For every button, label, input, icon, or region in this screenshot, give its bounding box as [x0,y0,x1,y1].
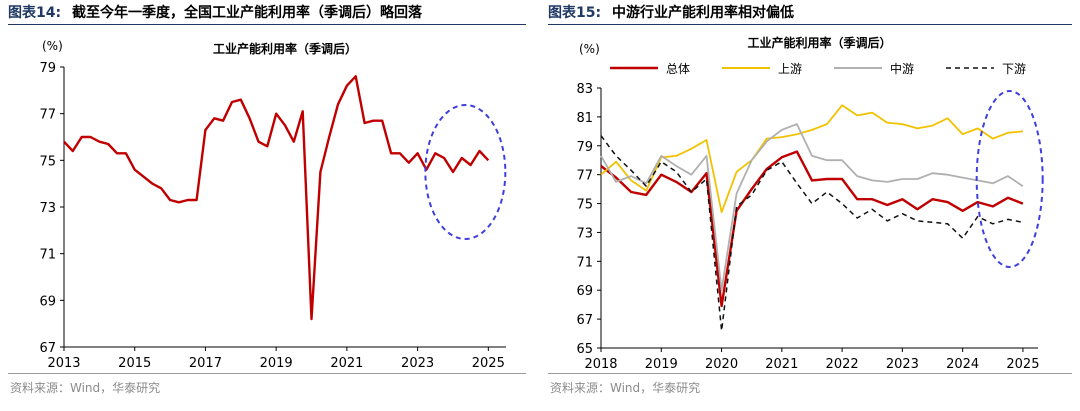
y-tick-label: 69 [576,284,593,299]
x-tick-label: 2013 [47,356,80,371]
highlight-ellipse [424,104,507,240]
y-tick-label: 69 [39,294,56,309]
figure-15-title: 图表15: 中游行业产能利用率相对偏低 [548,2,794,22]
series-line-upstream [600,104,1023,214]
legend-overall-label: 总体 [666,62,690,76]
x-tick-label: 2019 [260,356,293,371]
figure-14-label: 图表14: [8,5,62,21]
y-tick-label: 79 [39,61,56,76]
y-tick-label: 77 [39,108,56,123]
series-line-utilization [63,75,490,321]
figure-14-source: 资料来源：Wind，华泰研究 [10,381,161,395]
y-axis-unit: (%) [579,42,600,56]
x-tick-label: 2025 [1006,357,1039,372]
x-tick-label: 2021 [330,356,363,371]
left-panel: 图表14: 截至今年一季度，全国工业产能利用率（季调后）略回落 工业产能利用率（… [8,0,528,411]
y-tick-label: 73 [39,201,56,216]
y-tick-label: 83 [576,82,593,97]
x-tick-label: 2025 [472,356,505,371]
x-tick-label: 2022 [826,357,859,372]
chart-title: 工业产能利用率（季调后） [747,35,891,50]
legend-downstream-label: 下游 [1002,62,1026,76]
x-tick-label: 2015 [118,356,151,371]
legend-midstream-label: 中游 [890,61,914,76]
chart-15: 工业产能利用率（季调后） (%) 65 67 69 71 73 75 77 79 81 83 2018 2… [576,35,1044,372]
x-tick-label: 2020 [705,357,738,372]
y-tick-label: 77 [576,169,593,184]
y-axis-unit: (%) [42,39,63,53]
y-tick-label: 81 [576,111,593,126]
x-tick-label: 2023 [401,356,434,371]
y-tick-label: 71 [576,255,593,270]
figure-15-source-rule [548,373,1072,374]
figure-15-label: 图表15: [548,5,602,21]
figure-15-source: 资料来源：Wind，华泰研究 [550,381,701,395]
y-tick-label: 67 [39,341,56,356]
y-tick-label: 67 [576,313,593,328]
figure-14-title-rule [8,24,526,25]
figure-14-title: 图表14: 截至今年一季度，全国工业产能利用率（季调后）略回落 [8,2,422,22]
y-tick-label: 79 [576,140,593,155]
x-tick-label: 2017 [189,356,222,371]
right-panel: 图表15: 中游行业产能利用率相对偏低 工业产能利用率（季调后） (%) 65 67 6… [548,0,1074,411]
y-tick-label: 75 [39,154,56,169]
chart-14: 工业产能利用率（季调后） (%) 67 69 71 73 75 77 79 2013 2015 201… [39,39,507,371]
x-tick-label: 2024 [946,357,979,372]
y-tick-label: 71 [39,248,56,263]
x-tick-label: 2023 [886,357,919,372]
series-line-overall [600,150,1024,308]
highlight-ellipse [975,90,1044,268]
figure-15-title-rule [548,24,1072,25]
series-line-midstream [600,123,1024,292]
figure-15-caption: 中游行业产能利用率相对偏低 [611,5,794,21]
x-tick-label: 2018 [584,357,617,372]
x-tick-label: 2019 [645,357,678,372]
legend-upstream-label: 上游 [778,62,802,76]
x-tick-label: 2021 [765,357,798,372]
y-tick-label: 65 [576,342,593,357]
figure-14-caption: 截至今年一季度，全国工业产能利用率（季调后）略回落 [71,5,422,21]
chart-title: 工业产能利用率（季调后） [213,41,357,56]
figure-14-source-rule [8,373,526,374]
y-tick-label: 75 [576,198,593,213]
y-tick-label: 73 [576,226,593,241]
series-line-downstream [600,135,1024,332]
